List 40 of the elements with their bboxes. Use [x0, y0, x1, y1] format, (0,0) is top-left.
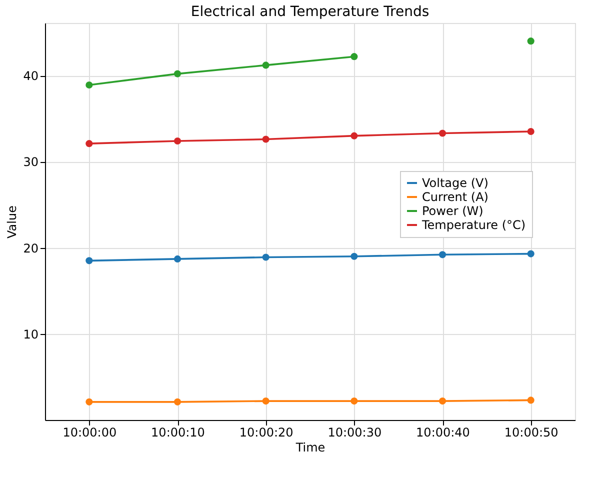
y-tick-label: 20 [23, 241, 38, 256]
legend-label: Current (A) [422, 190, 488, 204]
point [86, 81, 93, 89]
point [86, 398, 93, 406]
point [438, 130, 446, 137]
point [174, 137, 182, 145]
point [438, 251, 446, 258]
x-tick-label: 10:00:20 [239, 426, 294, 440]
y-axis-title: Value [5, 206, 20, 238]
point [350, 53, 358, 60]
point [262, 62, 270, 69]
x-tick-label: 10:00:10 [151, 426, 205, 440]
point [174, 398, 182, 406]
legend-label: Voltage (V) [422, 176, 488, 190]
chart-title: Electrical and Temperature Trends [190, 4, 430, 20]
x-tick-label: 10:00:50 [504, 426, 558, 440]
point [350, 398, 358, 405]
x-tick-label: 10:00:40 [416, 426, 470, 440]
point [262, 136, 270, 143]
point [174, 255, 182, 262]
point [262, 398, 270, 405]
y-tick-label: 40 [23, 69, 38, 84]
point [438, 398, 446, 405]
point [527, 128, 534, 136]
point [262, 254, 270, 261]
x-tick-label: 10:00:30 [328, 426, 382, 440]
point [86, 257, 93, 264]
y-tick-label: 30 [23, 155, 38, 170]
point [527, 396, 534, 404]
y-tick-label: 10 [23, 327, 38, 342]
legend-label: Temperature (°C) [421, 218, 526, 232]
x-axis-title: Time [294, 440, 326, 454]
point [350, 252, 358, 260]
point [174, 70, 182, 78]
x-tick-label: 10:00:00 [62, 426, 117, 440]
point [527, 250, 534, 258]
legend-label: Power (W) [422, 204, 484, 218]
point [527, 38, 534, 45]
point [350, 132, 358, 140]
point [86, 140, 93, 148]
